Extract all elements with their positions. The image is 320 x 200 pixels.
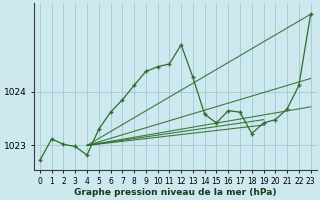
X-axis label: Graphe pression niveau de la mer (hPa): Graphe pression niveau de la mer (hPa) <box>74 188 276 197</box>
